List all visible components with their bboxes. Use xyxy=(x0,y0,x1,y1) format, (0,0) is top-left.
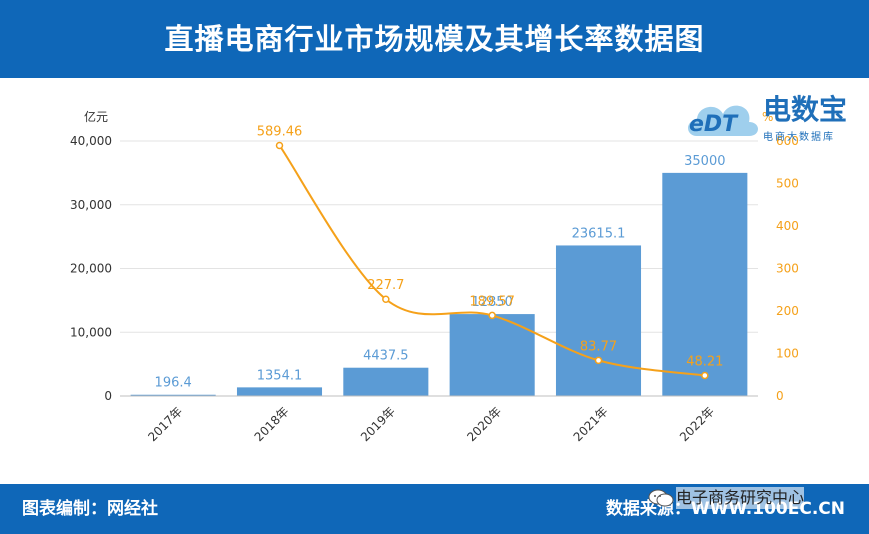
growth-rate-line xyxy=(278,144,705,377)
x-category-label: 2022年 xyxy=(677,404,717,444)
cloud-icon xyxy=(688,105,758,136)
wechat-icon xyxy=(648,489,674,507)
line-value-label: 227.7 xyxy=(367,278,404,293)
y-right-tick-label: 500 xyxy=(776,177,799,191)
gridlines xyxy=(120,140,758,333)
data-labels: 196.4 1354.1 4437.5 12850 23615.1 35000 589.46… xyxy=(155,124,726,390)
bar-value-label: 23615.1 xyxy=(572,226,626,241)
bar-value-label: 12850 xyxy=(471,295,512,310)
bar-series xyxy=(130,172,748,397)
bar xyxy=(130,394,216,397)
wechat-watermark: 电子商务研究中心 xyxy=(648,487,848,509)
line-point xyxy=(382,295,390,303)
line-point xyxy=(488,311,496,320)
x-category-label: 2019年 xyxy=(358,404,398,444)
line-point xyxy=(594,356,603,365)
logo-subtitle: 电商大数据库 xyxy=(763,132,835,143)
y-right-tick-label: 300 xyxy=(776,262,799,276)
bar xyxy=(343,367,429,396)
y-left-tick-label: 40,000 xyxy=(70,134,112,148)
header-bar xyxy=(0,0,869,78)
edt-logo: eDT 电数宝 电商大数据库 xyxy=(683,84,863,150)
bar xyxy=(662,172,748,396)
y-left-tick-label: 30,000 xyxy=(70,198,112,212)
bar-value-label: 4437.5 xyxy=(363,349,409,364)
x-category-label: 2020年 xyxy=(464,404,504,444)
bar-value-label: 196.4 xyxy=(155,376,192,391)
line-series xyxy=(275,141,709,380)
x-category-label: 2017年 xyxy=(145,404,185,444)
bar xyxy=(555,245,642,396)
y-right-tick-label: 600 xyxy=(776,134,799,148)
bar xyxy=(449,314,535,396)
logo-en: eDT xyxy=(689,112,738,137)
x-category-label: 2021年 xyxy=(571,404,611,444)
x-category-label: 2018年 xyxy=(252,404,292,444)
bar xyxy=(236,387,323,396)
y-left-tick-label: 20,000 xyxy=(70,262,112,276)
line-point xyxy=(275,141,284,150)
y-right-unit: % xyxy=(762,110,773,124)
line-value-label: 189.57 xyxy=(469,294,515,309)
y-left-tick-label: 0 xyxy=(104,389,112,403)
y-left-unit: 亿元 xyxy=(84,109,108,124)
chart-title: 直播电商行业市场规模及其增长率数据图 xyxy=(164,22,705,56)
compiler-label: 图表编制：网经社 xyxy=(22,499,158,519)
line-value-label: 589.46 xyxy=(257,124,303,139)
y-right-tick-label: 100 xyxy=(776,347,799,361)
line-point xyxy=(701,371,709,380)
bar-value-label: 35000 xyxy=(684,154,725,169)
line-value-label: 83.77 xyxy=(580,339,617,354)
y-right-tick-label: 400 xyxy=(776,219,799,233)
bar-value-label: 1354.1 xyxy=(257,368,303,383)
logo-cn: 电数宝 xyxy=(763,93,848,126)
y-right-tick-label: 200 xyxy=(776,304,799,318)
y-right-tick-label: 0 xyxy=(776,389,784,403)
y-left-tick-label: 10,000 xyxy=(70,325,112,339)
wechat-text: 电子商务研究中心 xyxy=(676,487,805,509)
line-value-label: 48.21 xyxy=(686,355,723,370)
